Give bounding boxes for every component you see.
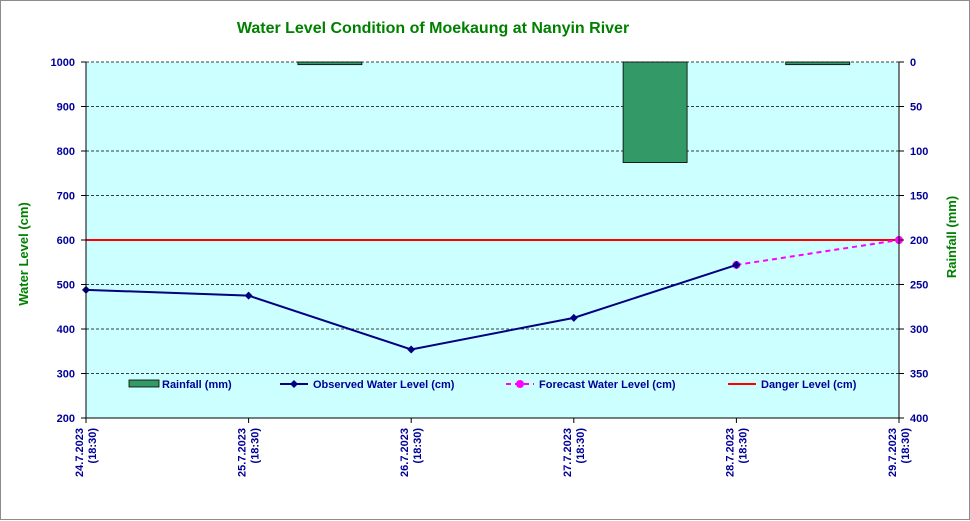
rainfall-bar — [622, 61, 688, 163]
observed-point — [407, 345, 416, 354]
y-axis-left-title: Water Level (cm) — [16, 202, 31, 306]
legend-item: Forecast Water Level (cm) — [506, 379, 676, 391]
y-right-tick-label: 0 — [910, 57, 916, 69]
water-level-lines — [82, 236, 903, 354]
y-left-tick-label: 900 — [57, 102, 75, 114]
y-left-tick-label: 200 — [57, 413, 75, 425]
x-tick-time: (18:30) — [900, 428, 912, 464]
legend-marker-observed — [290, 380, 298, 388]
x-tick-date: 24.7.2023 — [74, 428, 86, 477]
legend-item: Observed Water Level (cm) — [280, 379, 455, 391]
y-left-tick-label: 400 — [57, 324, 75, 336]
forecast-water-level-line — [736, 239, 900, 266]
x-tick-date: 27.7.2023 — [562, 428, 574, 477]
x-tick-time: (18:30) — [87, 428, 99, 464]
y-left-tick-label: 700 — [57, 191, 75, 203]
chart-title: Water Level Condition of Moekaung at Nan… — [237, 20, 629, 37]
y-left-tick-label: 500 — [57, 280, 75, 292]
y-axis-right-title: Rainfall (mm) — [944, 196, 959, 278]
x-tick-time: (18:30) — [412, 428, 424, 464]
x-tick-date: 25.7.2023 — [237, 428, 249, 477]
tick-labels: 200 300 400 500 600 700 800 900 1000 0 50 100 150 200… — [51, 57, 929, 477]
legend-label: Observed Water Level (cm) — [313, 379, 455, 391]
legend-item: Danger Level (cm) — [728, 379, 857, 391]
y-left-tick-label: 1000 — [51, 57, 75, 69]
y-left-tick-label: 300 — [57, 369, 75, 381]
x-tick-time: (18:30) — [250, 428, 262, 464]
legend-label: Danger Level (cm) — [761, 379, 857, 391]
x-tick-date: 29.7.2023 — [887, 428, 899, 477]
legend-marker-forecast — [516, 380, 524, 388]
y-right-tick-label: 100 — [910, 146, 928, 158]
y-right-tick-label: 150 — [910, 191, 928, 203]
observed-point — [569, 313, 578, 322]
x-tick-date: 28.7.2023 — [724, 428, 736, 477]
y-right-tick-label: 250 — [910, 280, 928, 292]
y-right-tick-label: 350 — [910, 369, 928, 381]
observed-point — [244, 291, 253, 300]
legend: Rainfall (mm) Observed Water Level (cm) Fo… — [128, 379, 857, 391]
legend-label: Rainfall (mm) — [162, 379, 232, 391]
y-left-tick-label: 600 — [57, 235, 75, 247]
x-tick-date: 26.7.2023 — [399, 428, 411, 477]
x-tick-time: (18:30) — [737, 428, 749, 464]
y-right-tick-label: 200 — [910, 235, 928, 247]
y-right-tick-label: 50 — [910, 102, 922, 114]
rainfall-bar — [785, 61, 851, 66]
legend-label: Forecast Water Level (cm) — [539, 379, 676, 391]
rainfall-bars — [297, 61, 851, 163]
x-tick-time: (18:30) — [575, 428, 587, 464]
rainfall-bar — [297, 61, 363, 66]
legend-item: Rainfall (mm) — [128, 379, 232, 391]
y-left-tick-label: 800 — [57, 146, 75, 158]
axes — [81, 61, 904, 423]
observed-point — [732, 260, 741, 269]
y-right-tick-label: 300 — [910, 324, 928, 336]
y-right-tick-label: 400 — [910, 413, 928, 425]
legend-swatch-rainfall — [128, 379, 160, 388]
